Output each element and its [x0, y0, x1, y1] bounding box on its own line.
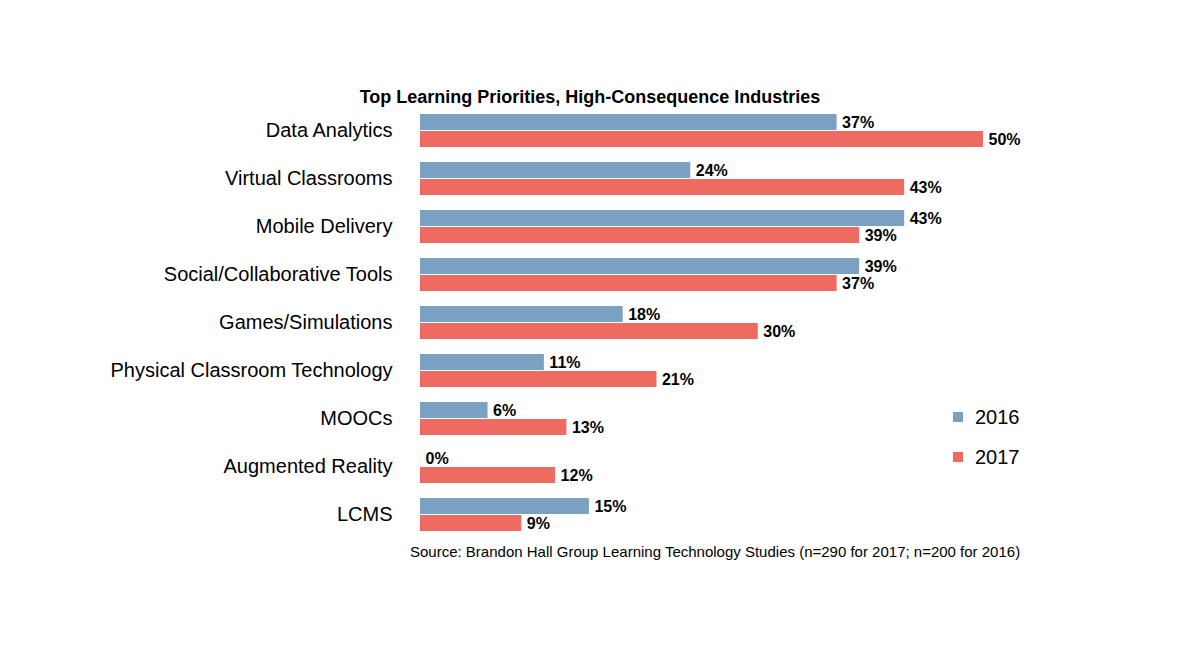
svg-text:30%: 30% [763, 323, 795, 340]
svg-text:24%: 24% [696, 162, 728, 179]
svg-text:18%: 18% [628, 306, 660, 323]
svg-text:39%: 39% [865, 258, 897, 275]
svg-text:9%: 9% [527, 515, 550, 532]
svg-text:37%: 37% [842, 275, 874, 292]
svg-text:Social/Collaborative Tools: Social/Collaborative Tools [164, 263, 393, 285]
svg-text:Augmented Reality: Augmented Reality [224, 455, 393, 477]
svg-text:Data Analytics: Data Analytics [266, 119, 393, 141]
html-text:2017: 2017 [975, 446, 1020, 468]
svg-text:Games/Simulations: Games/Simulations [219, 311, 392, 333]
svg-text:37%: 37% [842, 114, 874, 131]
svg-text:11%: 11% [549, 354, 580, 371]
svg-text:39%: 39% [865, 227, 897, 244]
svg-text:0%: 0% [426, 450, 449, 467]
svg-text:Mobile Delivery: Mobile Delivery [256, 215, 393, 237]
html-text:Source: Brandon Hall Group Lea: Source: Brandon Hall Group Learning Tech… [410, 543, 1021, 560]
svg-text:Physical Classroom Technology: Physical Classroom Technology [111, 359, 393, 381]
svg-text:MOOCs: MOOCs [320, 407, 392, 429]
svg-text:13%: 13% [572, 419, 604, 436]
html-text:2016: 2016 [975, 406, 1020, 428]
svg-text:12%: 12% [561, 467, 593, 484]
svg-text:LCMS: LCMS [337, 503, 393, 525]
svg-text:43%: 43% [910, 210, 942, 227]
html-text:Top Learning Priorities, High-: Top Learning Priorities, High-Consequenc… [359, 87, 821, 107]
svg-text:Virtual Classrooms: Virtual Classrooms [225, 167, 392, 189]
svg-text:21%: 21% [662, 371, 694, 388]
svg-text:6%: 6% [493, 402, 516, 419]
svg-text:43%: 43% [910, 179, 942, 196]
svg-text:15%: 15% [594, 498, 626, 515]
svg-text:50%: 50% [989, 131, 1021, 148]
